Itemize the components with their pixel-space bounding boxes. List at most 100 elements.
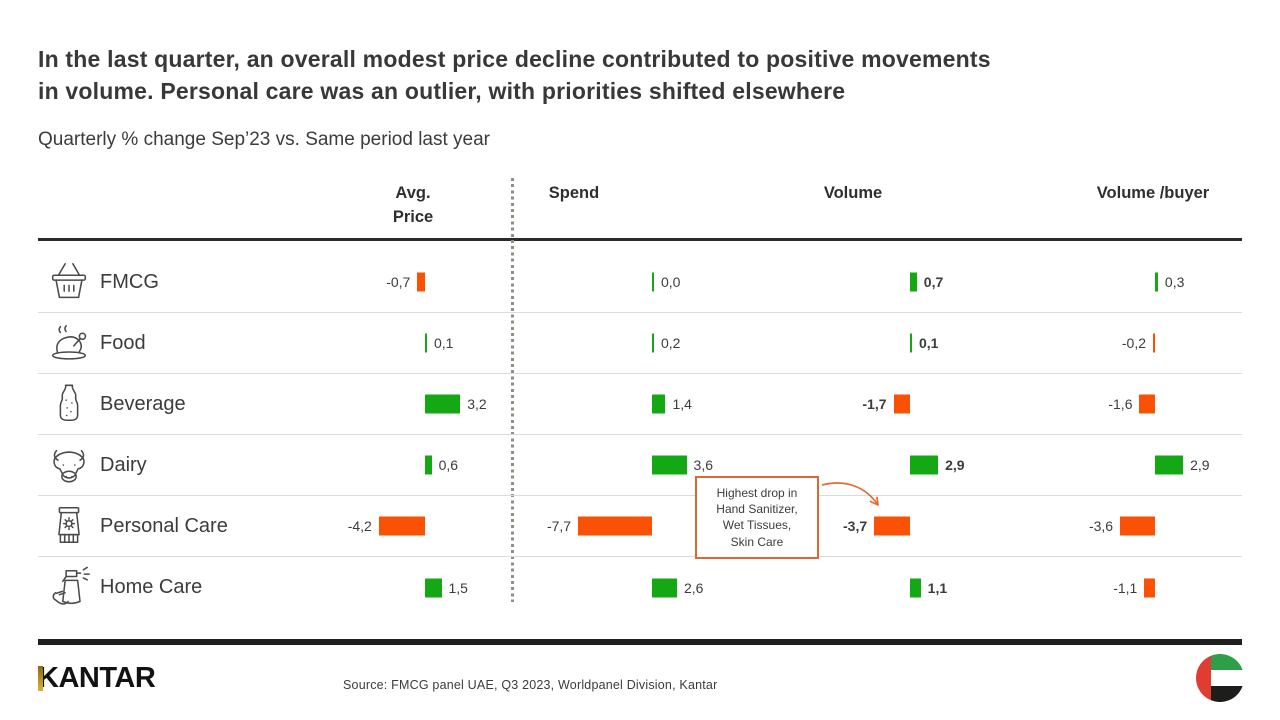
dotted-separator-line <box>511 178 514 602</box>
soda-bottle-icon <box>38 381 100 427</box>
metric-cell-volume: 1,1 <box>740 557 1010 618</box>
value-label: -0,7 <box>386 274 411 290</box>
column-header-spend: Spend <box>548 184 600 202</box>
column-header-avg-price: Avg. Price <box>392 184 434 226</box>
value-bar <box>417 272 425 292</box>
value-bar <box>874 516 910 536</box>
value-bar <box>425 394 461 414</box>
value-label: 1,4 <box>672 396 692 412</box>
metric-cell-avg-price: 0,6 <box>284 435 512 495</box>
footer-divider-line <box>38 639 1242 645</box>
value-bar <box>1144 578 1155 597</box>
annotation-line: Skin Care <box>730 534 784 549</box>
metric-cell-avg-price: 1,5 <box>284 557 512 618</box>
table-row: FMCG -0,7 0,0 0,7 0,3 <box>38 252 1242 313</box>
value-label: 2,6 <box>683 579 704 596</box>
page-subtitle: Quarterly % change Sep’23 vs. Same perio… <box>38 129 491 150</box>
value-bar <box>652 455 687 475</box>
metric-cell-volume-buyer: 0,3 <box>1010 252 1242 312</box>
header-divider-line <box>38 238 1242 241</box>
value-label: 0,0 <box>661 274 681 290</box>
metric-cell-volume: 0,1 <box>740 313 1010 373</box>
page-title-line2: in volume. Personal care was an outlier,… <box>38 77 846 104</box>
table-row: Food 0,1 0,2 0,1 -0,2 <box>38 313 1242 374</box>
value-label: -1,7 <box>862 396 887 412</box>
uae-flag-icon <box>1196 654 1244 702</box>
value-label: 1,5 <box>448 579 468 596</box>
value-label: -4,2 <box>347 518 372 534</box>
category-label: Beverage <box>100 392 186 415</box>
value-bar <box>910 455 939 475</box>
value-bar <box>1155 455 1184 475</box>
category-label: Home Care <box>100 576 203 598</box>
value-label: -7,7 <box>546 518 572 534</box>
value-label: 0,1 <box>919 335 939 351</box>
category-label: Dairy <box>100 453 147 476</box>
shopping-basket-icon <box>38 259 100 305</box>
value-label: 0,3 <box>1164 274 1185 290</box>
value-label: 2,9 <box>1190 457 1210 473</box>
annotation-line: Wet Tissues, <box>722 518 792 533</box>
table-row: Beverage 3,2 1,4 -1,7 -1,6 <box>38 374 1242 435</box>
value-bar <box>425 455 432 475</box>
metric-cell-volume: 0,7 <box>740 252 1010 312</box>
table-rows: FMCG -0,7 0,0 0,7 0,3 Food 0,1 0,2 0,1 -0,2 Bevera… <box>38 252 1242 618</box>
table-row: Home Care 1,5 2,6 1,1 -1,1 <box>38 557 1242 618</box>
kantar-logo-gold-mark <box>38 666 43 691</box>
value-bar <box>893 394 910 414</box>
category-label: FMCG <box>100 270 159 293</box>
value-bar <box>378 516 425 536</box>
annotation-box: Highest drop in Hand Sanitizer, Wet Tiss… <box>695 476 819 559</box>
value-label: -0,2 <box>1121 335 1146 351</box>
annotation-line: Highest drop in <box>716 486 798 500</box>
metric-cell-volume-buyer: -1,1 <box>1010 557 1242 618</box>
value-bar <box>652 394 666 414</box>
metric-cell-avg-price: 3,2 <box>284 374 512 434</box>
metric-cell-volume-buyer: -3,6 <box>1010 496 1242 556</box>
value-label: 3,6 <box>693 457 714 473</box>
roast-chicken-icon <box>38 320 100 366</box>
value-label: 0,2 <box>661 335 681 351</box>
metric-cell-spend: -7,7 <box>512 496 740 556</box>
annotation-line: Hand Sanitizer, <box>716 502 798 517</box>
metric-cell-volume-buyer: -1,6 <box>1010 374 1242 434</box>
metric-cell-volume-buyer: 2,9 <box>1010 435 1242 495</box>
value-bar <box>910 272 917 292</box>
value-bar <box>910 333 912 353</box>
cow-icon <box>38 442 100 488</box>
metric-cell-spend: 2,6 <box>512 557 740 618</box>
value-bar <box>425 578 442 597</box>
metric-cell-avg-price: -4,2 <box>284 496 512 556</box>
value-label: 1,1 <box>927 579 948 596</box>
metric-cell-volume: -3,7 <box>740 496 1010 556</box>
value-label: -3,7 <box>843 518 868 534</box>
value-bar <box>1139 394 1155 414</box>
category-change-table: Avg. Price Spend Volume Volume /buyer FM… <box>38 178 1242 618</box>
metric-cell-volume: 2,9 <box>740 435 1010 495</box>
page-title-line1: In the last quarter, an overall modest p… <box>38 46 991 72</box>
value-label: 3,2 <box>467 396 487 412</box>
sunscreen-tube-icon <box>38 503 100 549</box>
metric-cell-avg-price: 0,1 <box>284 313 512 373</box>
metric-cell-avg-price: -0,7 <box>284 252 512 312</box>
annotation-arrow-icon <box>821 482 879 506</box>
value-bar <box>652 272 654 292</box>
value-bar <box>1120 516 1155 536</box>
metric-cell-spend: 0,0 <box>512 252 740 312</box>
value-bar <box>425 333 427 353</box>
metric-cell-spend: 0,2 <box>512 313 740 373</box>
value-bar <box>652 578 677 597</box>
metric-cell-volume-buyer: -0,2 <box>1010 313 1242 373</box>
kantar-logo-text: KANTAR <box>38 662 156 694</box>
category-label: Personal Care <box>100 514 228 537</box>
value-label: 0,6 <box>438 457 459 473</box>
value-label: -1,6 <box>1108 396 1133 412</box>
value-bar <box>652 333 654 353</box>
column-header-volume: Volume <box>823 184 883 202</box>
metric-cell-volume: -1,7 <box>740 374 1010 434</box>
value-bar <box>910 578 921 597</box>
value-label: 2,9 <box>945 457 965 473</box>
value-label: -3,6 <box>1088 518 1114 534</box>
source-text: Source: FMCG panel UAE, Q3 2023, Worldpa… <box>343 678 718 692</box>
